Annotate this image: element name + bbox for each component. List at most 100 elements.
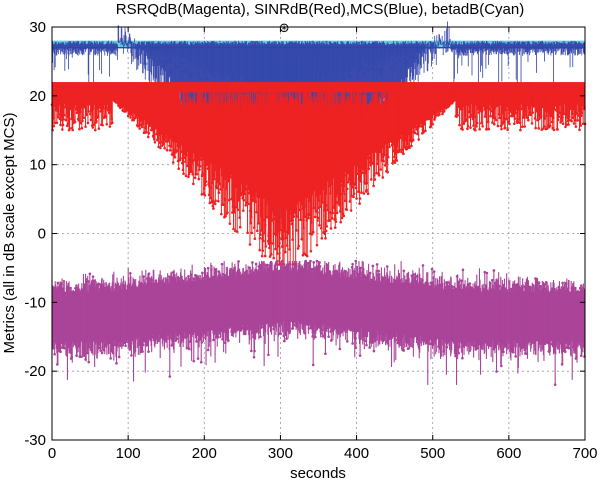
rsrqdb-point [406,347,410,351]
sinrdb-point [561,122,565,125]
sinrdb-point [296,247,300,250]
sinrdb-point [475,125,478,128]
sinrdb-point [134,116,137,120]
sinrdb-point [556,128,559,131]
rsrqdb-point [187,347,191,351]
sinrdb-point [243,192,246,196]
sinrdb-point [466,127,469,131]
sinrdb-point [318,224,321,227]
sinrdb-point [196,163,199,167]
rsrqdb-point [450,285,454,288]
rsrqdb-point [372,349,376,353]
rsrqdb-point [75,284,78,287]
rsrqdb-point [461,356,464,360]
sinrdb-point [79,121,82,125]
sinrdb-point [284,250,287,254]
sinrdb-point [400,150,403,154]
rsrqdb-point [206,348,210,352]
sinrdb-point [75,111,79,115]
rsrqdb-point [91,275,95,278]
sinrdb-point [463,120,466,124]
sinrdb-point [474,128,477,132]
sinrdb-point [246,202,250,206]
sinrdb-point [62,113,66,117]
sinrdb-point [159,146,162,150]
rsrqdb-point [266,263,269,267]
rsrqdb-point [490,278,494,282]
sinrdb-point [187,175,190,179]
plot-area [50,21,587,440]
sinrdb-point [489,109,493,113]
rsrqdb-point [497,284,501,288]
sinrdb-point [340,216,344,220]
sinrdb-point [316,219,319,222]
sinrdb-point [489,114,492,118]
rsrqdb-point [99,349,102,352]
rsrqdb-point [53,352,56,356]
sinrdb-point [138,127,142,130]
rsrqdb-point [307,327,311,330]
sinrdb-point [422,130,425,134]
sinrdb-point [480,121,483,125]
rsrqdb-point [329,339,333,342]
sinrdb-point [209,186,212,190]
sinrdb-point [558,111,561,115]
sinrdb-point [284,236,288,240]
sinrdb-point [163,146,166,150]
sinrdb-point [172,154,176,157]
sinrdb-point [242,198,246,202]
rsrqdb-point [88,272,92,276]
sinrdb-point [195,172,199,176]
sinrdb-point [414,125,417,129]
sinrdb-point [503,126,507,130]
sinrdb-point [249,221,252,225]
series-rsrqdb [51,259,586,386]
sinrdb-point [175,149,179,153]
sinrdb-point [177,167,181,170]
rsrqdb-point [500,364,503,368]
sinrdb-point [346,180,350,184]
rsrqdb-point [314,335,317,339]
sinrdb-point [357,190,360,194]
rsrqdb-point [130,354,133,357]
sinrdb-point [552,128,556,132]
sinrdb-point [362,192,366,195]
rsrqdb-point [115,362,118,365]
sinrdb-point [254,200,257,203]
rsrqdb-point [254,262,258,266]
sinrdb-point [548,124,552,128]
sinrdb-point [330,217,334,220]
sinrdb-point [232,227,235,231]
sinrdb-point [258,236,262,240]
sinrdb-point [312,230,315,234]
sinrdb-point [331,211,335,215]
rsrqdb-point [147,350,150,353]
sinrdb-point [410,144,413,148]
sinrdb-point [365,181,369,185]
sinrdb-point [505,117,508,121]
sinrdb-point [272,256,276,260]
sinrdb-point [438,113,441,116]
rsrqdb-point [375,263,379,266]
sinrdb-point [258,248,262,252]
sinrdb-point [383,164,387,167]
sinrdb-point [352,192,356,196]
sinrdb-point [519,107,523,111]
sinrdb-point [523,125,526,128]
sinrdb-point [395,159,399,162]
rsrqdb-point [260,326,263,329]
rsrqdb-point [402,269,406,273]
sinrdb-point [185,164,189,168]
sinrdb-point [217,191,221,194]
rsrqdb-point [291,326,295,330]
rsrqdb-point [199,360,203,364]
sinrdb-point [218,182,221,186]
rsrqdb-point [368,346,371,349]
sinrdb-point [386,170,389,174]
rsrqdb-point [321,334,325,338]
sinrdb-point [268,255,272,258]
rsrqdb-point [368,271,372,275]
rsrqdb-point [309,259,312,263]
sinrdb-point [514,111,517,115]
sinrdb-point [294,229,298,232]
